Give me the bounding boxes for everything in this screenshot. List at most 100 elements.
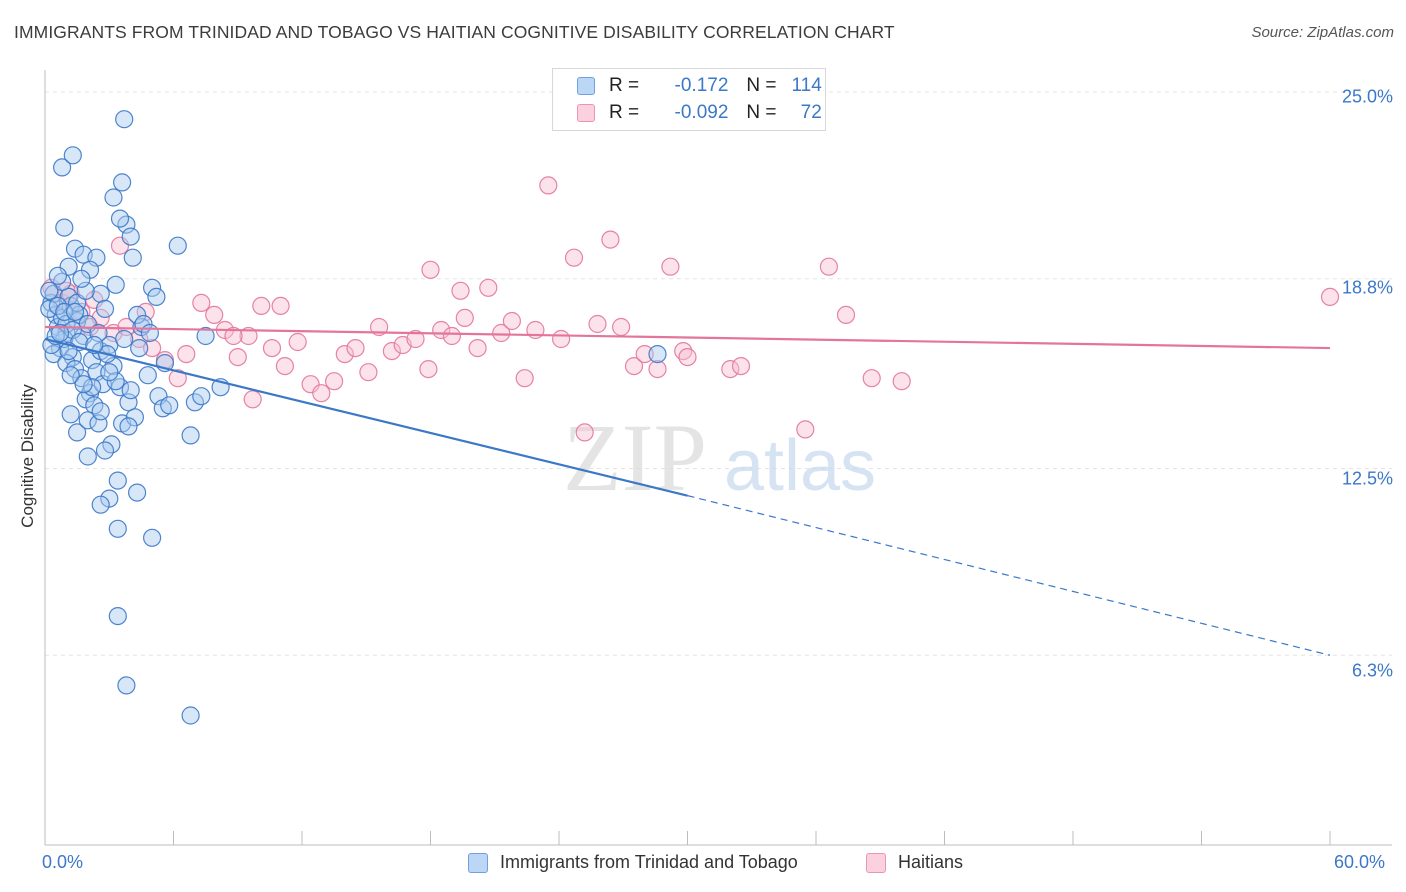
data-point xyxy=(325,372,344,391)
data-point xyxy=(181,426,200,445)
data-point xyxy=(648,360,667,379)
data-point xyxy=(551,329,571,349)
data-point xyxy=(661,257,680,276)
data-point xyxy=(112,173,132,192)
gridlines xyxy=(45,91,1392,656)
data-point xyxy=(406,329,425,349)
data-point xyxy=(624,357,644,376)
data-point xyxy=(1320,287,1340,306)
watermark-atlas: atlas xyxy=(724,426,876,506)
data-point xyxy=(108,519,127,538)
data-point xyxy=(539,176,558,195)
legend-swatch-pink xyxy=(577,104,595,122)
data-point xyxy=(796,420,815,439)
data-point xyxy=(468,339,487,358)
data-point xyxy=(123,248,142,267)
data-point xyxy=(177,345,196,364)
data-point xyxy=(346,339,365,358)
data-point xyxy=(121,227,140,246)
data-point xyxy=(143,278,162,297)
data-point xyxy=(65,302,85,321)
data-point xyxy=(95,441,115,460)
data-point xyxy=(138,366,157,385)
data-point xyxy=(61,405,80,424)
data-point xyxy=(143,528,162,547)
data-point xyxy=(115,110,134,129)
data-point xyxy=(140,323,159,343)
trend-line-trinidad-extension xyxy=(687,495,1331,656)
data-point xyxy=(55,302,74,321)
data-point xyxy=(479,278,498,297)
data-point xyxy=(892,372,911,391)
data-point xyxy=(836,305,856,324)
y-tick-label: 18.8% xyxy=(1341,277,1393,298)
data-point xyxy=(72,269,91,288)
data-point xyxy=(611,317,631,337)
y-tick-label: 12.5% xyxy=(1341,468,1393,489)
data-point xyxy=(108,471,127,490)
source-label: Source: ZipAtlas.com xyxy=(1251,24,1394,41)
data-point xyxy=(575,423,594,442)
data-point xyxy=(731,357,751,376)
data-point xyxy=(359,363,378,382)
data-point xyxy=(370,317,389,337)
data-point xyxy=(100,363,119,382)
data-point xyxy=(601,230,620,249)
data-point xyxy=(61,366,80,385)
legend-label: Haitians xyxy=(898,852,964,872)
axes xyxy=(44,70,1392,846)
legend-r-value: -0.092 xyxy=(674,102,729,123)
trend-lines xyxy=(44,325,1331,656)
data-point xyxy=(121,381,140,400)
data-point xyxy=(55,218,74,237)
data-point xyxy=(50,323,70,343)
legend-item-trinidad: Immigrants from Trinidad and Tobago xyxy=(468,852,798,873)
data-point xyxy=(192,387,211,406)
data-point xyxy=(40,281,59,300)
data-point xyxy=(117,676,136,695)
data-point xyxy=(160,396,179,415)
data-point xyxy=(106,275,125,294)
data-point xyxy=(502,311,521,331)
data-point xyxy=(91,284,110,303)
data-point xyxy=(52,158,72,177)
data-point xyxy=(192,293,211,312)
data-point xyxy=(104,188,123,207)
y-tick-label: 25.0% xyxy=(1341,86,1393,107)
legend-row-haitians: R = -0.092 N = 72 xyxy=(577,100,822,126)
legend-n-value: 72 xyxy=(800,102,822,123)
data-point xyxy=(168,236,187,255)
data-point xyxy=(181,706,200,725)
legend-swatch-blue xyxy=(577,77,595,95)
data-point xyxy=(442,326,461,346)
trend-line-trinidad xyxy=(44,337,688,497)
data-point xyxy=(228,348,247,367)
data-point xyxy=(106,372,125,391)
data-point xyxy=(288,332,307,352)
data-point xyxy=(419,360,438,379)
data-point xyxy=(564,248,584,267)
legend-row-trinidad: R = -0.172 N = 114 xyxy=(577,73,822,99)
data-point xyxy=(95,299,115,318)
y-axis-label: Cognitive Disability xyxy=(18,384,37,528)
stats-legend: R = -0.172 N = 114 R = -0.092 N = 72 xyxy=(552,68,826,131)
legend-n-value: 114 xyxy=(791,75,822,96)
data-point xyxy=(275,357,294,376)
data-point xyxy=(91,402,110,421)
data-point xyxy=(678,348,697,367)
series-trinidad xyxy=(40,110,667,725)
data-point xyxy=(76,281,95,300)
data-point xyxy=(108,606,127,626)
watermark: ZIP atlas xyxy=(563,404,876,511)
data-point xyxy=(455,308,474,327)
data-point xyxy=(168,369,187,388)
data-point xyxy=(224,326,243,346)
legend-swatch-pink xyxy=(866,852,886,873)
data-point xyxy=(147,287,166,306)
watermark-zip: ZIP xyxy=(563,404,707,511)
data-point xyxy=(721,360,740,379)
legend-n-label: N = xyxy=(746,102,777,123)
data-point xyxy=(819,257,839,276)
legend-item-haitians: Haitians xyxy=(866,852,963,873)
